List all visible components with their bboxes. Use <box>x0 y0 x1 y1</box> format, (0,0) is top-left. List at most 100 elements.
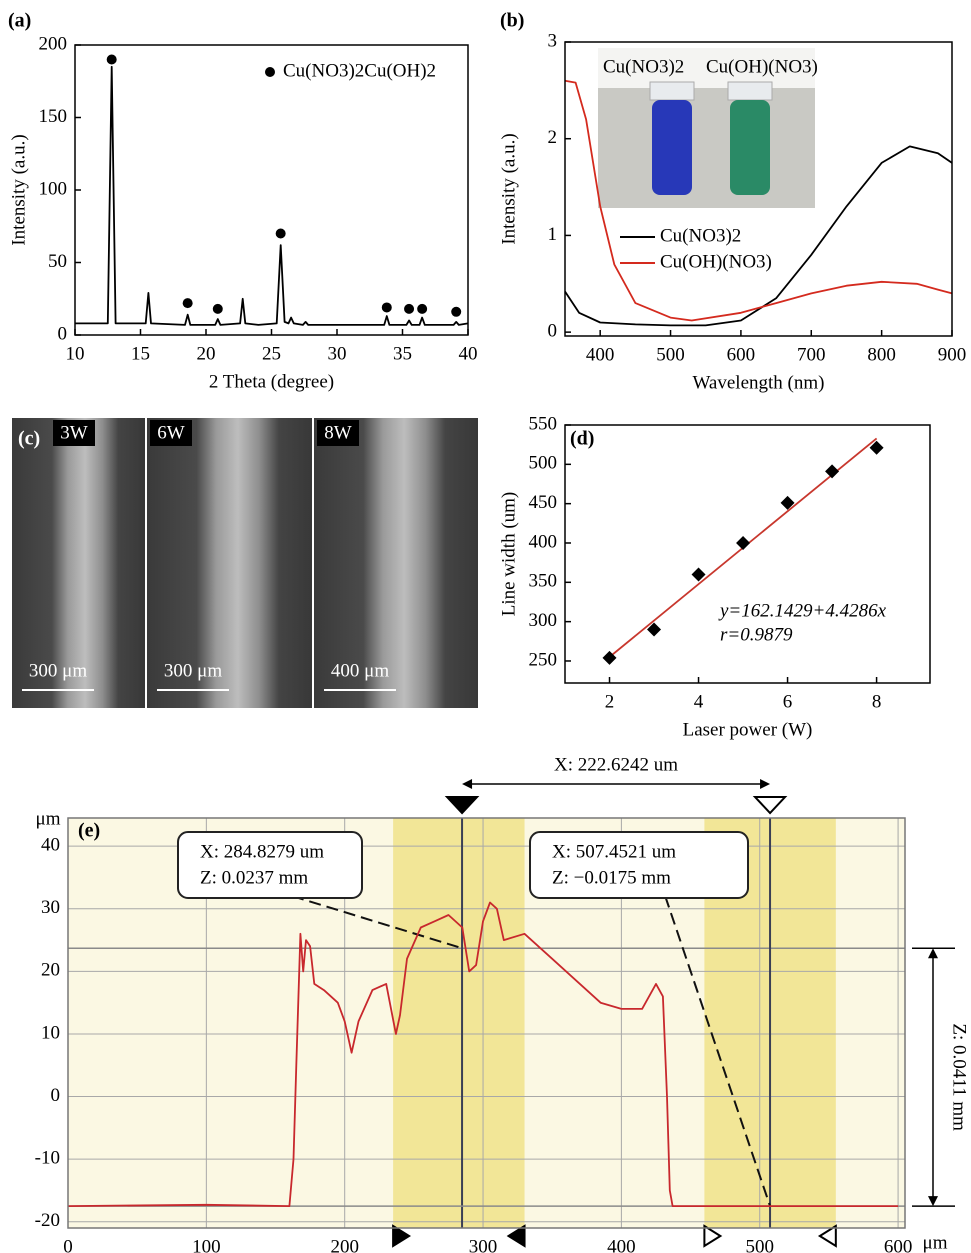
data-line <box>67 901 899 1207</box>
x-axis-label: Laser power (W) <box>683 719 813 740</box>
x-tick-label: 15 <box>131 343 150 364</box>
power-label-bg <box>317 420 359 446</box>
panel-label: (b) <box>500 10 524 32</box>
data-line <box>564 145 953 327</box>
x-tick-label: 500 <box>656 344 685 365</box>
x-tick-label: 25 <box>262 343 281 364</box>
legend-label: Cu(NO3)2 <box>660 225 741 246</box>
scale-label: 400 μm <box>331 660 389 681</box>
chart: 2 4 6 8 250 300 350 400 450 500 550 y=162.1429+4.42… <box>498 413 931 740</box>
x-tick-label: 600 <box>727 344 756 365</box>
data-point <box>825 464 840 479</box>
cursor-marker <box>752 796 788 815</box>
callout-text: Z: −0.0175 mm <box>552 867 671 888</box>
x-tick-label: 6 <box>783 691 793 712</box>
data-point <box>736 535 751 550</box>
x-tick-label: 400 <box>607 1236 636 1253</box>
data-point <box>106 54 117 65</box>
y-axis-label: Line width (um) <box>498 492 519 617</box>
chart: 0 100 200 300 400 500 600 -20 -10 0 10 20 30 40 X: 284… <box>35 754 970 1253</box>
plot-frame <box>67 817 906 1229</box>
callout-box <box>177 831 363 899</box>
data-point <box>404 303 415 314</box>
data-point <box>691 567 706 582</box>
y-tick-label: 200 <box>39 33 68 54</box>
y-axis-label: μm <box>36 808 61 829</box>
band-marker <box>817 1224 837 1248</box>
data-point <box>212 303 223 314</box>
y-tick-label: 100 <box>39 178 68 199</box>
y-tick-label: 500 <box>529 453 558 474</box>
callout-leader <box>664 895 771 1207</box>
sem-image <box>147 418 312 708</box>
y-tick-label: 0 <box>58 323 68 344</box>
x-tick-label: 35 <box>393 343 412 364</box>
data-point <box>381 302 392 313</box>
band-marker <box>506 1224 526 1248</box>
x-axis-label: Wavelength (nm) <box>693 372 825 393</box>
y-tick-label: -20 <box>35 1210 60 1231</box>
x-axis-label: 2 Theta (degree) <box>209 371 334 392</box>
highlight-band <box>393 818 525 1228</box>
legend-marker <box>265 67 275 77</box>
data-point <box>602 650 617 665</box>
data-point <box>417 303 428 314</box>
x-tick-label: 2 <box>605 691 615 712</box>
sem-panel: 3W 300 μm 6W 300 μm 8W 400 μm (c) <box>12 418 478 708</box>
x-tick-label: 4 <box>694 691 704 712</box>
y-tick-label: 250 <box>529 649 558 670</box>
y-tick-label: 3 <box>548 30 558 51</box>
y-tick-label: 20 <box>41 960 60 981</box>
dimension-x-label: X: 222.6242 um <box>554 754 678 775</box>
callout-text: Z: 0.0237 mm <box>200 867 308 888</box>
x-tick-label: 300 <box>469 1236 498 1253</box>
y-tick-label: 10 <box>41 1022 60 1043</box>
data-point <box>780 495 795 510</box>
chart: 400 500 600 700 800 900 0 1 2 3 Cu(NO3)2 Cu(OH)(NO3… <box>498 10 966 394</box>
tube-cap <box>649 81 695 101</box>
power-label-bg <box>150 420 192 446</box>
plot-frame <box>74 44 469 336</box>
power-label: 3W <box>60 422 88 443</box>
tube <box>730 100 770 195</box>
x-tick-label: 600 <box>884 1236 913 1253</box>
y-axis-label: Intensity (a.u.) <box>8 134 29 245</box>
x-tick-label: 200 <box>330 1236 359 1253</box>
x-tick-label: 900 <box>938 344 967 365</box>
callout-text: X: 284.8279 um <box>200 841 324 862</box>
band-marker <box>392 1224 412 1248</box>
x-axis-label: μm <box>923 1232 948 1253</box>
y-tick-label: 400 <box>529 531 558 552</box>
x-tick-label: 20 <box>197 343 216 364</box>
power-label: 6W <box>157 422 185 443</box>
annotation: y=162.1429+4.4286x <box>718 600 887 621</box>
legend-label: Cu(NO3)2Cu(OH)2 <box>283 60 436 81</box>
data-point <box>451 306 462 317</box>
y-tick-label: 1 <box>548 224 558 245</box>
data-point <box>182 298 193 309</box>
legend-label: Cu(OH)(NO3) <box>660 251 772 272</box>
x-tick-label: 8 <box>872 691 882 712</box>
panel-label: (c) <box>18 428 40 450</box>
x-tick-label: 100 <box>192 1236 221 1253</box>
inset-label: Cu(NO3)2 <box>603 56 684 77</box>
power-label: 8W <box>324 422 352 443</box>
x-tick-label: 30 <box>328 343 347 364</box>
scale-label: 300 μm <box>164 660 222 681</box>
y-tick-label: 550 <box>529 413 558 434</box>
x-tick-label: 400 <box>586 344 615 365</box>
callout-leader <box>291 895 463 950</box>
x-tick-label: 700 <box>797 344 826 365</box>
tube <box>652 100 692 195</box>
y-tick-label: 300 <box>529 610 558 631</box>
scale-label: 300 μm <box>29 660 87 681</box>
x-tick-label: 800 <box>867 344 896 365</box>
y-tick-label: 30 <box>41 897 60 918</box>
cursor-marker <box>444 796 480 815</box>
y-tick-label: 40 <box>41 835 60 856</box>
annotation: r=0.9879 <box>720 624 793 645</box>
data-point <box>275 228 286 239</box>
callout-text: X: 507.4521 um <box>552 841 676 862</box>
y-tick-label: -10 <box>35 1148 60 1169</box>
